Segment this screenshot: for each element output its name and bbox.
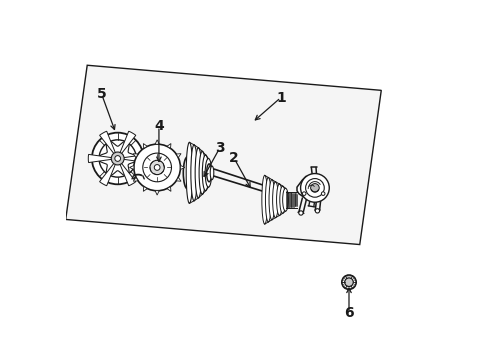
Circle shape: [143, 153, 172, 182]
Circle shape: [299, 211, 303, 215]
Ellipse shape: [199, 151, 205, 194]
Polygon shape: [176, 177, 181, 181]
Polygon shape: [180, 165, 185, 170]
Ellipse shape: [207, 164, 212, 182]
Ellipse shape: [283, 188, 289, 211]
Ellipse shape: [191, 145, 197, 201]
Text: 3: 3: [215, 141, 225, 155]
Ellipse shape: [269, 180, 275, 220]
Polygon shape: [167, 186, 171, 192]
Circle shape: [154, 165, 160, 170]
Ellipse shape: [205, 158, 212, 187]
Ellipse shape: [186, 142, 193, 203]
Circle shape: [150, 160, 164, 175]
Polygon shape: [133, 154, 138, 158]
Circle shape: [302, 192, 306, 195]
Circle shape: [342, 275, 356, 289]
Polygon shape: [167, 144, 171, 148]
Ellipse shape: [276, 184, 282, 216]
Ellipse shape: [195, 148, 201, 198]
Ellipse shape: [272, 182, 278, 218]
Circle shape: [115, 156, 121, 161]
Polygon shape: [66, 65, 381, 244]
Ellipse shape: [280, 186, 286, 213]
Wedge shape: [118, 154, 147, 163]
Ellipse shape: [183, 157, 192, 189]
Text: 4: 4: [154, 119, 164, 133]
Circle shape: [311, 184, 319, 192]
Circle shape: [315, 209, 319, 213]
Wedge shape: [88, 154, 118, 163]
Circle shape: [92, 133, 144, 184]
Ellipse shape: [262, 175, 268, 224]
Polygon shape: [155, 191, 159, 195]
Circle shape: [134, 144, 180, 191]
Polygon shape: [144, 144, 147, 148]
Ellipse shape: [202, 155, 209, 191]
Circle shape: [344, 278, 353, 287]
Ellipse shape: [266, 177, 271, 222]
Wedge shape: [118, 158, 136, 186]
Wedge shape: [118, 131, 136, 158]
Text: 5: 5: [97, 87, 106, 101]
Polygon shape: [144, 186, 147, 192]
Text: 6: 6: [344, 306, 354, 320]
Wedge shape: [99, 158, 118, 186]
Polygon shape: [297, 176, 327, 199]
Polygon shape: [133, 177, 138, 181]
Polygon shape: [129, 165, 134, 170]
Circle shape: [321, 192, 325, 195]
Circle shape: [306, 179, 324, 197]
Wedge shape: [99, 131, 118, 158]
Polygon shape: [155, 140, 159, 144]
Ellipse shape: [210, 166, 214, 180]
Text: 1: 1: [276, 90, 286, 104]
Circle shape: [111, 152, 124, 165]
Text: 2: 2: [229, 152, 239, 166]
Circle shape: [300, 174, 329, 202]
Polygon shape: [176, 154, 181, 158]
Circle shape: [99, 140, 136, 177]
